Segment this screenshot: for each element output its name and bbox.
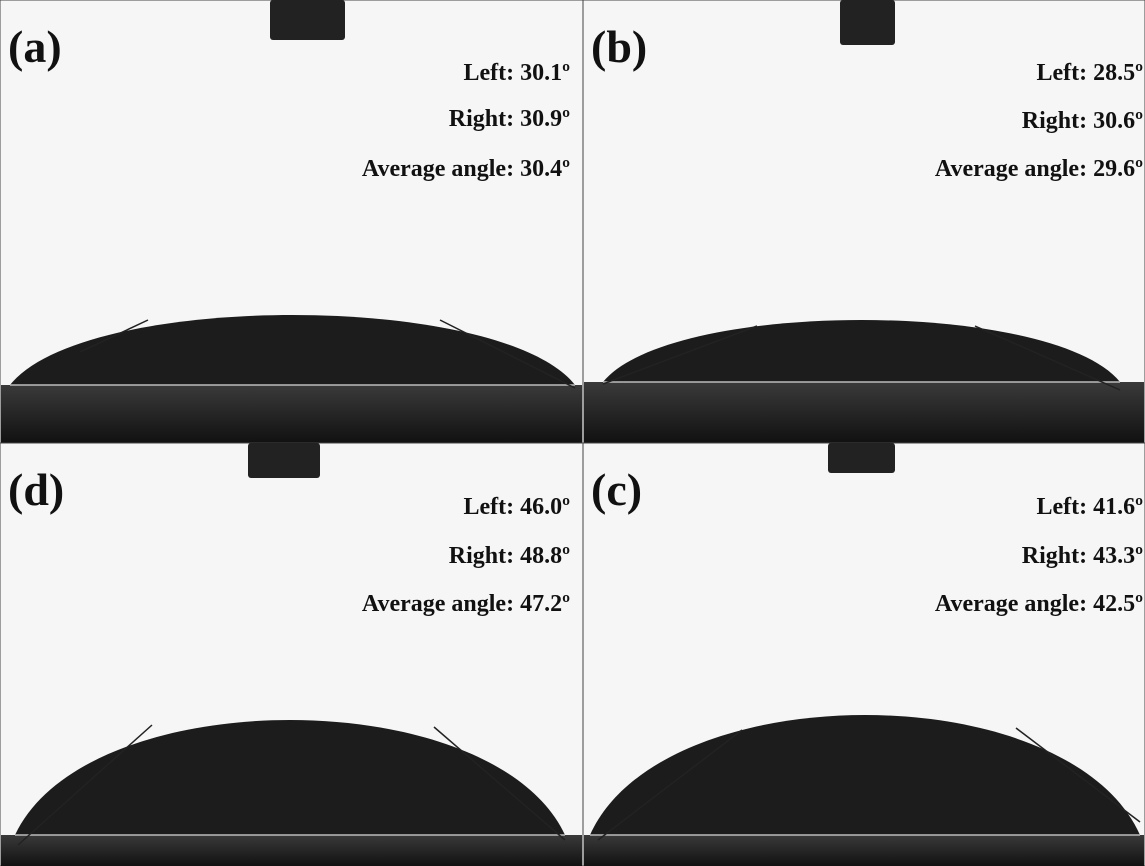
panel-label: (d) bbox=[8, 464, 64, 515]
average-angle: Average angle: 30.4º bbox=[362, 156, 570, 182]
figure: (a) Left: 30.1º Right: 30.9º Average angle:… bbox=[0, 0, 1145, 866]
left-angle: Left: 41.6º bbox=[1036, 494, 1143, 520]
right-angle: Right: 43.3º bbox=[1022, 543, 1143, 569]
average-angle: Average angle: 47.2º bbox=[362, 591, 570, 617]
substrate bbox=[1, 835, 582, 866]
panel-label: (b) bbox=[591, 21, 647, 72]
panel-label: (a) bbox=[8, 21, 62, 72]
panel-label: (c) bbox=[591, 464, 642, 515]
left-angle: Left: 28.5º bbox=[1036, 60, 1143, 86]
right-angle: Right: 30.9º bbox=[449, 106, 570, 132]
right-angle: Right: 48.8º bbox=[449, 543, 570, 569]
needle bbox=[840, 0, 895, 45]
average-angle: Average angle: 42.5º bbox=[935, 591, 1143, 617]
substrate bbox=[1, 385, 582, 443]
needle bbox=[270, 0, 345, 40]
left-angle: Left: 30.1º bbox=[463, 60, 570, 86]
page: (a) Left: 30.1º Right: 30.9º Average angle:… bbox=[0, 0, 1145, 866]
needle bbox=[248, 443, 320, 478]
left-angle: Left: 46.0º bbox=[463, 494, 570, 520]
substrate bbox=[584, 835, 1144, 866]
average-angle: Average angle: 29.6º bbox=[935, 156, 1143, 182]
right-angle: Right: 30.6º bbox=[1022, 108, 1143, 134]
substrate bbox=[584, 382, 1144, 443]
needle bbox=[828, 443, 895, 473]
